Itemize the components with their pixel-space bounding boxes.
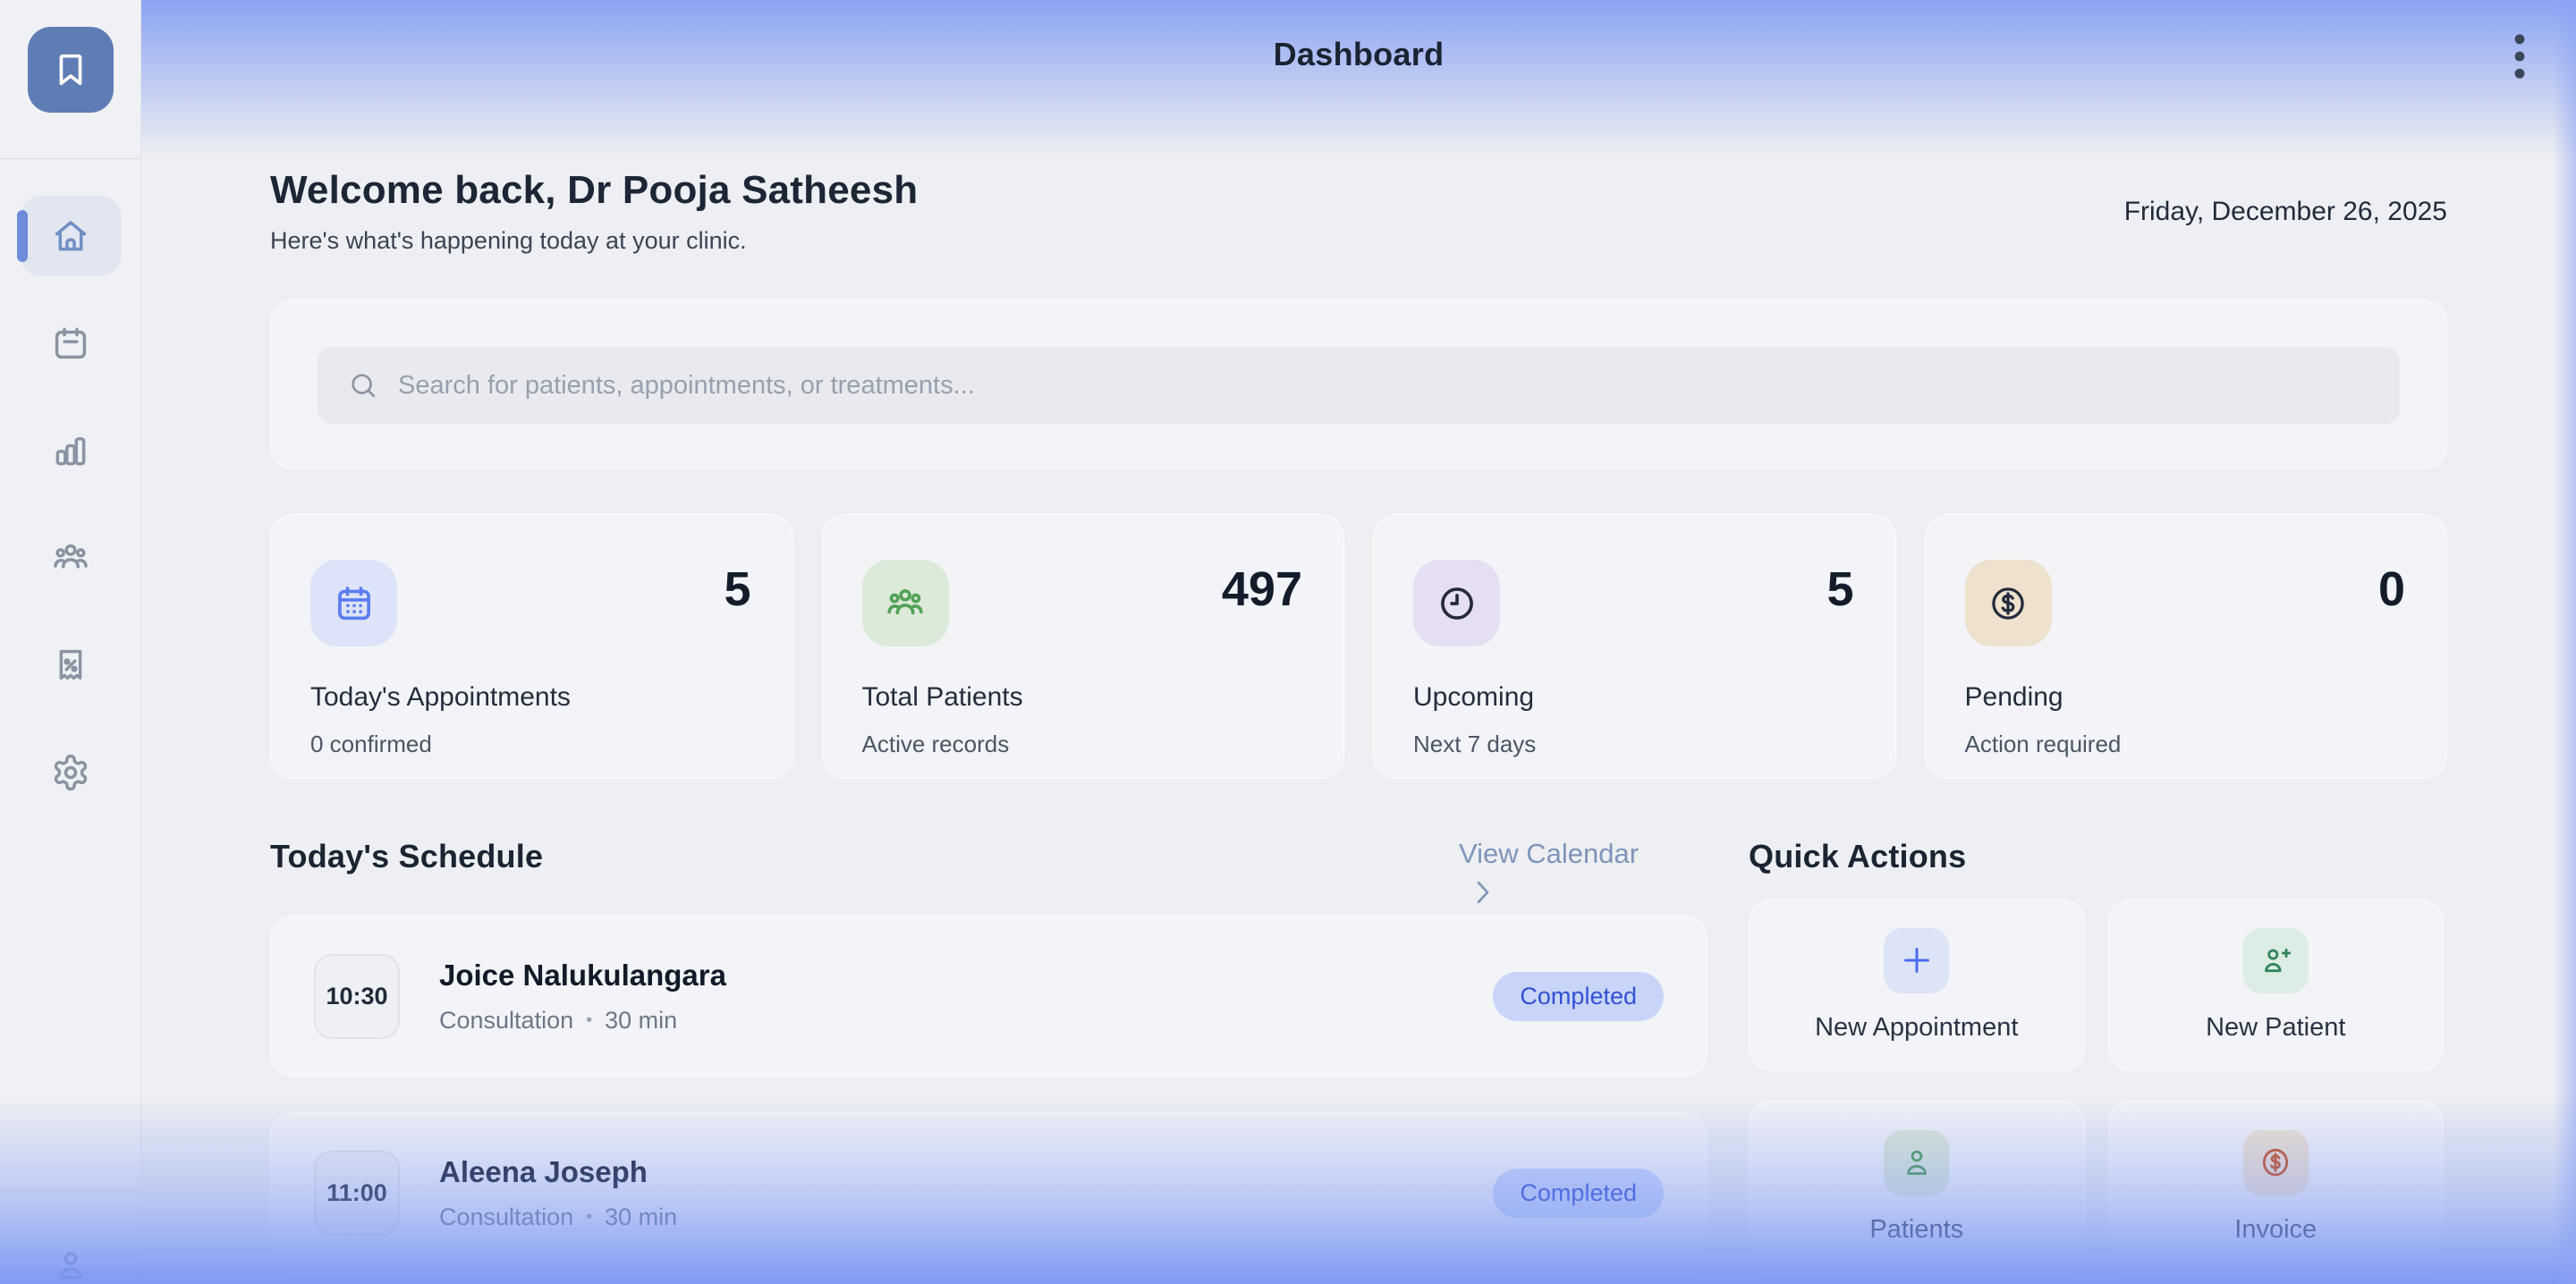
stat-value: 5 — [1826, 562, 1854, 616]
welcome-title: Welcome back, Dr Pooja Satheesh — [270, 168, 919, 212]
active-indicator — [16, 210, 28, 262]
quick-action-invoice[interactable]: Invoice — [2107, 1101, 2444, 1273]
stat-sublabel: Next 7 days — [1413, 731, 1537, 757]
stat-card-upcoming: 5 Upcoming Next 7 days — [1373, 514, 1896, 779]
stat-value: 497 — [1221, 562, 1302, 616]
lower-sections: Today's Schedule View Calendar 10:30 Joi… — [270, 838, 2447, 1284]
stat-sublabel: Active records — [861, 731, 1010, 757]
stat-value: 5 — [724, 562, 751, 616]
content: Welcome back, Dr Pooja Satheesh Here's w… — [141, 168, 2576, 1284]
current-date: Friday, December 26, 2025 — [2123, 196, 2447, 226]
search-input[interactable] — [398, 347, 2400, 424]
schedule-item[interactable]: 10:30 Joice Nalukulangara Consultation •… — [270, 916, 1707, 1077]
welcome-block: Welcome back, Dr Pooja Satheesh Here's w… — [270, 168, 918, 255]
status-badge: Completed — [1493, 971, 1664, 1021]
bookmark-icon — [50, 49, 91, 90]
receipt-percent-icon — [51, 646, 90, 685]
users-icon — [861, 560, 949, 646]
stat-label: Today's Appointments — [310, 682, 571, 712]
sidebar-footer — [0, 1190, 141, 1284]
search-icon — [348, 370, 378, 401]
plus-icon — [1884, 927, 1950, 993]
gear-icon — [51, 753, 90, 792]
page-title: Dashboard — [1273, 36, 1445, 72]
user-plus-icon — [2242, 927, 2309, 993]
top-bar: Dashboard — [141, 0, 2576, 73]
view-calendar-link[interactable]: View Calendar — [1459, 838, 1682, 906]
stat-sublabel: 0 confirmed — [310, 731, 432, 757]
stat-value: 0 — [2377, 562, 2405, 616]
bar-chart-icon — [51, 431, 90, 470]
sidebar-nav — [16, 196, 122, 813]
appointment-duration: 30 min — [605, 1006, 678, 1034]
quick-action-label: New Patient — [2206, 1012, 2346, 1042]
quick-action-label: Invoice — [2234, 1214, 2318, 1244]
appointment-time: 11:00 — [314, 1150, 400, 1236]
sidebar — [0, 0, 141, 1284]
sidebar-divider — [0, 158, 141, 159]
quick-actions-grid: New Appointment New Patient Patients — [1749, 899, 2444, 1273]
search-box — [318, 347, 2400, 424]
sidebar-item-home[interactable] — [16, 196, 122, 276]
stat-card-pending: 0 Pending Action required — [1924, 514, 2447, 779]
sidebar-item-settings[interactable] — [20, 732, 122, 813]
appointment-duration: 30 min — [605, 1203, 678, 1230]
quick-action-label: Patients — [1869, 1214, 1964, 1244]
schedule-section: Today's Schedule View Calendar 10:30 Joi… — [270, 838, 1707, 1284]
app-logo[interactable] — [27, 27, 114, 113]
users-icon — [51, 538, 90, 578]
bullet-separator: • — [586, 1206, 593, 1227]
sidebar-item-profile[interactable] — [0, 1191, 141, 1284]
welcome-subtitle: Here's what's happening today at your cl… — [270, 227, 747, 254]
user-icon — [1884, 1129, 1950, 1195]
quick-actions-heading: Quick Actions — [1749, 838, 1967, 874]
kebab-menu-icon — [2513, 32, 2526, 80]
sidebar-item-billing[interactable] — [20, 625, 122, 705]
quick-action-new-patient[interactable]: New Patient — [2107, 899, 2444, 1071]
stat-card-total-patients: 497 Total Patients Active records — [821, 514, 1344, 779]
user-icon — [52, 1246, 89, 1284]
schedule-heading: Today's Schedule — [270, 838, 544, 874]
appointment-time: 10:30 — [314, 953, 400, 1039]
appointment-type: Consultation — [439, 1006, 574, 1034]
schedule-item[interactable]: 11:00 Aleena Joseph Consultation • 30 mi… — [270, 1112, 1707, 1273]
schedule-header: Today's Schedule View Calendar — [270, 838, 1707, 916]
clock-icon — [1413, 560, 1500, 646]
quick-action-label: New Appointment — [1815, 1012, 2019, 1042]
dollar-circle-icon — [2242, 1129, 2309, 1195]
sidebar-item-appointments[interactable] — [20, 303, 122, 384]
bullet-separator: • — [586, 1009, 593, 1030]
stats-row: 5 Today's Appointments 0 confirmed 497 T… — [270, 514, 2447, 779]
patient-name: Joice Nalukulangara — [439, 958, 726, 992]
stat-card-todays-appointments: 5 Today's Appointments 0 confirmed — [270, 514, 793, 779]
patient-name: Aleena Joseph — [439, 1154, 648, 1188]
welcome-row: Welcome back, Dr Pooja Satheesh Here's w… — [270, 168, 2447, 255]
kebab-menu-button[interactable] — [2499, 32, 2540, 80]
stat-label: Upcoming — [1413, 682, 1535, 712]
search-card — [270, 300, 2447, 469]
quick-action-new-appointment[interactable]: New Appointment — [1749, 899, 2085, 1071]
sidebar-item-patients[interactable] — [20, 518, 122, 598]
calendar-icon — [51, 324, 90, 363]
stat-label: Total Patients — [861, 682, 1023, 712]
stat-label: Pending — [1964, 682, 2063, 712]
stat-sublabel: Action required — [1964, 731, 2122, 757]
status-badge: Completed — [1493, 1168, 1664, 1218]
chevron-right-icon — [1473, 879, 1682, 906]
calendar-days-icon — [310, 560, 397, 646]
main-area: Dashboard Welcome back, Dr Pooja Sathees… — [141, 0, 2576, 1284]
quick-actions-section: Quick Actions New Appointment New Patien… — [1749, 838, 2444, 1273]
sidebar-item-reports[interactable] — [20, 410, 122, 491]
quick-action-patients[interactable]: Patients — [1749, 1101, 2085, 1273]
dollar-circle-icon — [1964, 560, 2052, 646]
appointment-type: Consultation — [439, 1203, 574, 1230]
home-icon — [51, 216, 90, 256]
appointment-info: Joice Nalukulangara Consultation • 30 mi… — [439, 959, 726, 1035]
view-calendar-label: View Calendar — [1459, 838, 1640, 869]
appointment-info: Aleena Joseph Consultation • 30 min — [439, 1155, 677, 1231]
